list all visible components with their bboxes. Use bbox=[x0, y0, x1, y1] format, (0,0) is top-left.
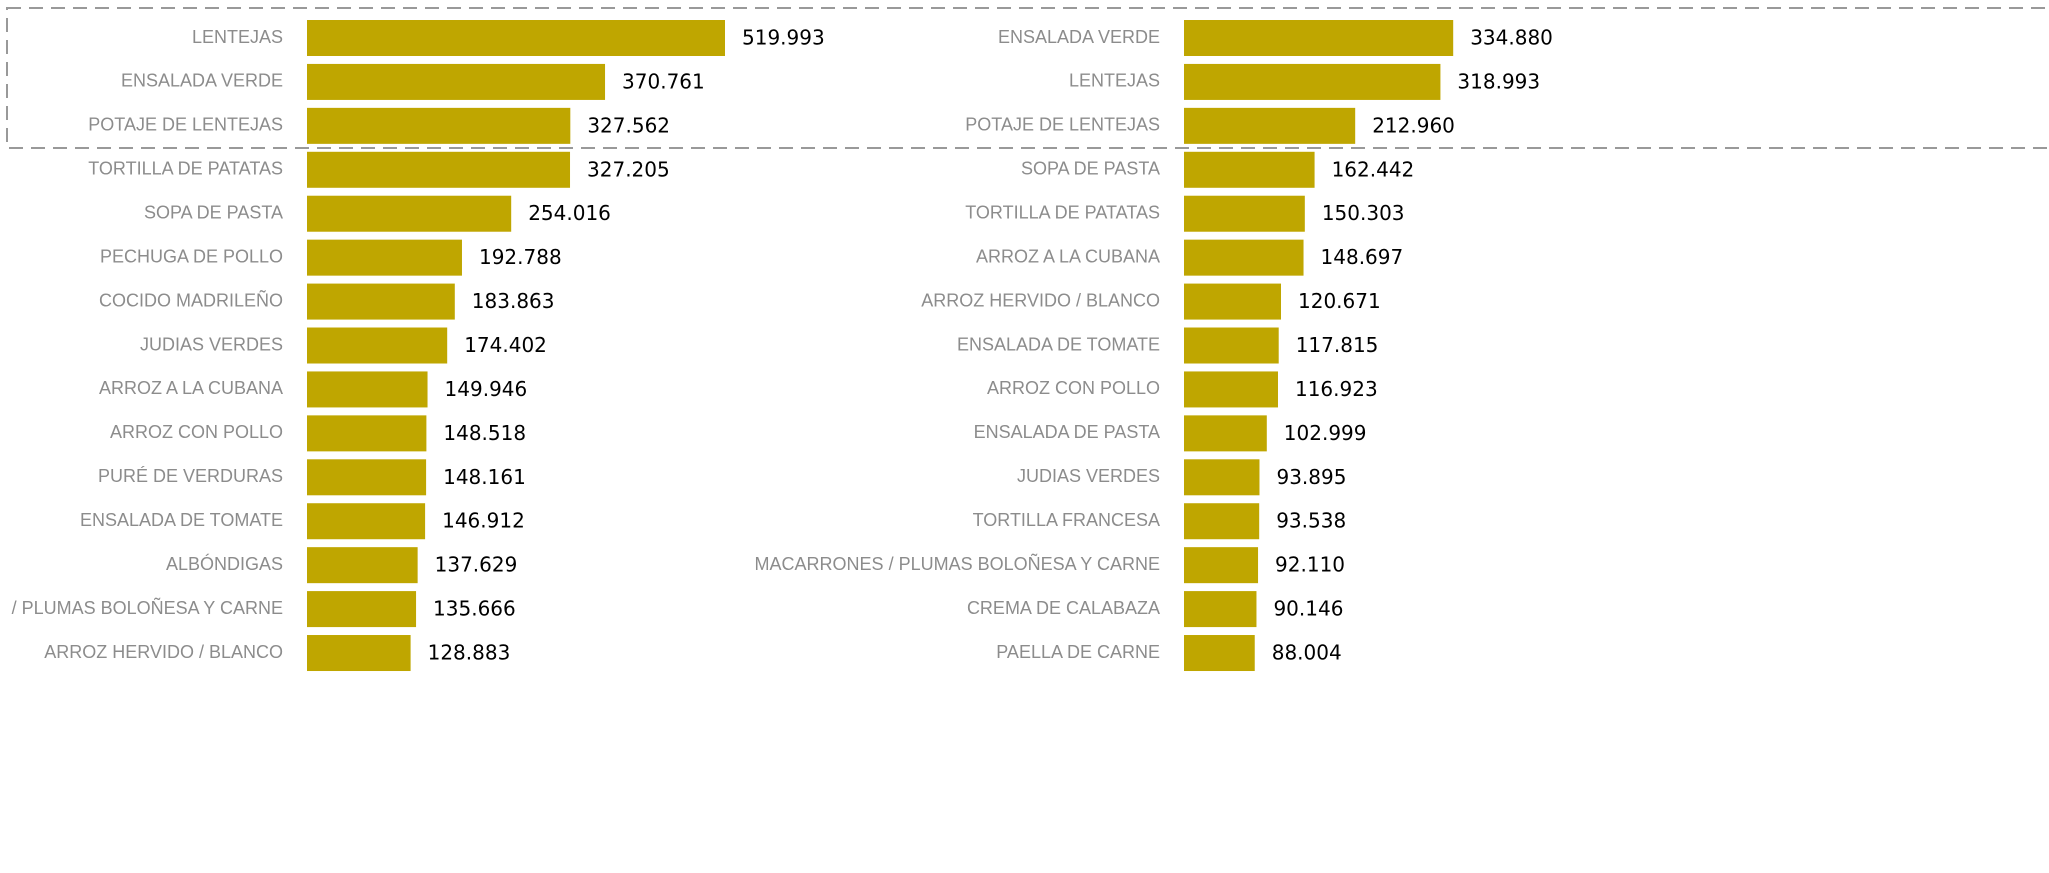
highlight-box bbox=[6, 7, 2049, 149]
category-label: ENSALADA DE TOMATE bbox=[957, 334, 1160, 354]
bar bbox=[307, 151, 571, 188]
bar bbox=[1184, 591, 1257, 628]
value-label: 370.761 bbox=[622, 69, 705, 93]
category-label: ARROZ HERVIDO / BLANCO bbox=[921, 290, 1160, 310]
bar bbox=[1184, 63, 1441, 100]
value-label: 192.788 bbox=[479, 245, 562, 269]
bar bbox=[1184, 195, 1305, 232]
value-label: 117.815 bbox=[1296, 333, 1379, 357]
bar bbox=[307, 107, 571, 144]
value-label: 148.518 bbox=[443, 421, 526, 445]
category-label: COCIDO MADRILEÑO bbox=[99, 289, 283, 310]
category-label: LENTEJAS bbox=[1069, 71, 1160, 91]
bar bbox=[1184, 107, 1356, 144]
value-label: 149.946 bbox=[445, 377, 528, 401]
bar bbox=[307, 503, 426, 540]
category-label: TORTILLA DE PATATAS bbox=[965, 202, 1160, 222]
category-label: POTAJE DE LENTEJAS bbox=[88, 115, 283, 135]
value-label: 162.442 bbox=[1332, 157, 1415, 181]
category-label: ENSALADA VERDE bbox=[121, 71, 283, 91]
value-label: 128.883 bbox=[428, 641, 511, 665]
bar bbox=[1184, 151, 1315, 188]
value-label: 174.402 bbox=[464, 333, 547, 357]
value-label: 120.671 bbox=[1298, 289, 1381, 313]
category-label: / PLUMAS BOLOÑESA Y CARNE bbox=[12, 597, 283, 618]
category-label: JUDIAS VERDES bbox=[1017, 466, 1160, 486]
value-label: 148.697 bbox=[1321, 245, 1404, 269]
category-label: ENSALADA DE PASTA bbox=[974, 422, 1160, 442]
value-label: 90.146 bbox=[1273, 597, 1343, 621]
category-label: PECHUGA DE POLLO bbox=[100, 246, 283, 266]
category-label: ARROZ CON POLLO bbox=[110, 422, 283, 442]
bar bbox=[1184, 415, 1267, 452]
value-label: 137.629 bbox=[435, 553, 518, 577]
bar bbox=[1184, 20, 1454, 56]
value-label: 92.110 bbox=[1275, 553, 1345, 577]
value-label: 254.016 bbox=[528, 201, 611, 225]
bar bbox=[307, 195, 512, 232]
category-label: LENTEJAS bbox=[192, 27, 283, 47]
category-label: TORTILLA FRANCESA bbox=[973, 510, 1160, 530]
category-label: ENSALADA DE TOMATE bbox=[80, 510, 283, 530]
category-label: PURÉ DE VERDURAS bbox=[98, 466, 283, 486]
bar bbox=[307, 63, 606, 100]
bar bbox=[307, 283, 455, 320]
bar bbox=[307, 635, 411, 672]
value-label: 150.303 bbox=[1322, 201, 1405, 225]
bar bbox=[1184, 283, 1282, 320]
bar bbox=[307, 371, 428, 408]
value-label: 519.993 bbox=[742, 26, 825, 50]
bar bbox=[307, 591, 417, 628]
category-label: MACARRONES / PLUMAS BOLOÑESA Y CARNE bbox=[755, 553, 1160, 574]
bar bbox=[1184, 459, 1260, 496]
category-label: ARROZ A LA CUBANA bbox=[99, 378, 283, 398]
category-label: ARROZ A LA CUBANA bbox=[976, 246, 1160, 266]
bar bbox=[1184, 371, 1278, 408]
bar bbox=[307, 20, 725, 56]
bar bbox=[1184, 239, 1304, 276]
category-label: ARROZ HERVIDO / BLANCO bbox=[44, 642, 283, 662]
bar bbox=[307, 547, 418, 584]
category-label: ALBÓNDIGAS bbox=[166, 553, 283, 574]
category-label: CREMA DE CALABAZA bbox=[967, 598, 1160, 618]
value-label: 93.895 bbox=[1276, 465, 1346, 489]
value-label: 327.205 bbox=[587, 157, 670, 181]
category-label: SOPA DE PASTA bbox=[144, 202, 283, 222]
bar bbox=[1184, 635, 1255, 672]
value-label: 183.863 bbox=[472, 289, 555, 313]
value-label: 135.666 bbox=[433, 597, 516, 621]
bar bbox=[1184, 503, 1260, 540]
category-label: JUDIAS VERDES bbox=[140, 334, 283, 354]
bar bbox=[307, 239, 462, 276]
bar bbox=[307, 459, 427, 496]
category-label: SOPA DE PASTA bbox=[1021, 159, 1160, 179]
value-label: 88.004 bbox=[1272, 641, 1342, 665]
value-label: 318.993 bbox=[1457, 69, 1540, 93]
category-label: PAELLA DE CARNE bbox=[996, 642, 1160, 662]
bar bbox=[1184, 547, 1259, 584]
value-label: 327.562 bbox=[587, 113, 670, 137]
value-label: 146.912 bbox=[442, 509, 525, 533]
category-label: ENSALADA VERDE bbox=[998, 27, 1160, 47]
value-label: 212.960 bbox=[1372, 113, 1455, 137]
bar bbox=[307, 415, 427, 452]
value-label: 102.999 bbox=[1284, 421, 1367, 445]
category-label: TORTILLA DE PATATAS bbox=[88, 159, 283, 179]
category-label: POTAJE DE LENTEJAS bbox=[965, 115, 1160, 135]
bar bbox=[1184, 327, 1279, 364]
bar bbox=[307, 327, 448, 364]
value-label: 148.161 bbox=[443, 465, 526, 489]
value-label: 116.923 bbox=[1295, 377, 1378, 401]
value-label: 334.880 bbox=[1470, 26, 1553, 50]
value-label: 93.538 bbox=[1276, 509, 1346, 533]
category-label: ARROZ CON POLLO bbox=[987, 378, 1160, 398]
